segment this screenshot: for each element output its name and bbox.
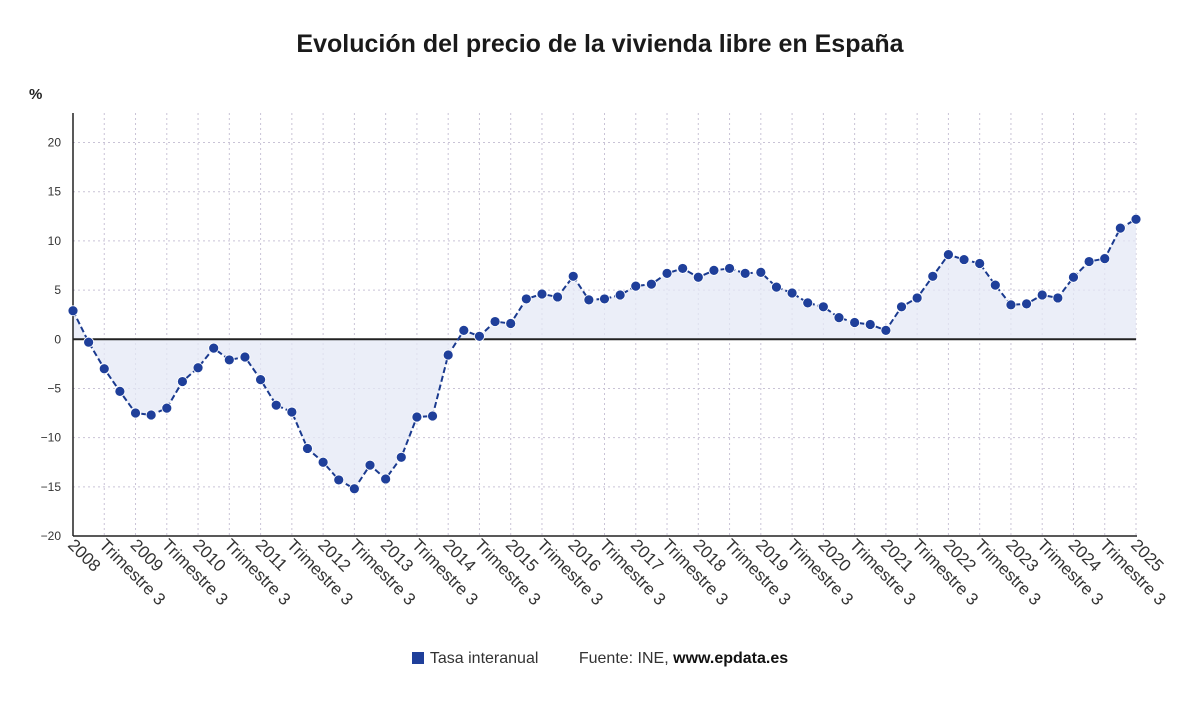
data-point [67,305,79,317]
data-point [552,291,564,303]
data-point [270,399,282,411]
data-point [911,292,923,304]
chart-title: Evolución del precio de la vivienda libr… [296,30,904,58]
data-point [880,325,892,336]
source-prefix: Fuente: INE, [578,650,669,667]
data-point [302,443,313,454]
data-point [1099,253,1111,264]
data-point [536,288,548,300]
data-point [583,294,595,306]
data-point [520,293,532,305]
data-point [317,456,329,468]
data-point [145,409,157,421]
data-point [599,293,610,305]
data-point [489,316,501,327]
data-point [927,270,939,282]
data-point [833,312,845,324]
data-point [1130,213,1142,225]
data-point [708,264,720,276]
data-point [114,385,126,397]
data-point [1083,256,1095,267]
source-link[interactable]: www.epdata.es [673,650,789,667]
data-point [739,267,751,279]
data-point [395,451,407,463]
data-point [286,406,298,418]
data-point [567,270,579,282]
y-tick-label: −15 [41,480,62,494]
data-point [83,336,95,348]
y-tick-labels: 20 15 10 5 0 −5 −10 −15 −20 [41,136,62,543]
data-point [802,297,814,309]
data-point [1021,298,1032,310]
data-point [458,325,470,336]
series-line [72,218,1137,491]
data-point [1068,271,1079,283]
legend-swatch [411,652,424,664]
y-tick-label: −20 [41,529,62,543]
axes [72,113,1137,537]
data-point [474,330,485,342]
data-point [786,287,798,299]
data-point [630,280,642,292]
area-fill [73,219,1136,489]
data-point [1052,292,1064,304]
data-point [130,407,141,419]
area-fill-layer [73,219,1136,489]
y-tick-label: 5 [54,283,61,297]
data-point [223,354,235,366]
y-tick-label: 10 [48,234,62,248]
data-point [755,266,767,278]
data-point [364,459,376,471]
data-point [943,249,954,261]
data-points [67,213,1142,495]
y-tick-label: 20 [48,136,62,150]
data-point [239,351,251,363]
data-point [661,267,673,279]
y-tick-label: −5 [47,381,61,395]
legend-series-label: Tasa interanual [429,650,539,667]
data-point [1114,222,1126,234]
data-point [817,301,829,313]
y-tick-label: 0 [54,332,61,346]
legend: Tasa interanual Fuente: INE, www.epdata.… [0,650,1200,668]
x-tick-label: 2008 [64,535,104,575]
data-point [645,278,657,290]
data-point [333,474,345,486]
y-axis-unit-label: % [29,86,43,103]
data-point [958,254,970,265]
data-point [614,289,626,301]
data-point [177,376,188,387]
data-point [692,271,704,283]
data-point [1005,299,1017,311]
data-point [427,410,438,422]
data-point [208,342,220,354]
data-point [98,363,110,375]
data-point [771,281,782,293]
data-point [849,317,861,328]
data-point [348,483,360,495]
data-point [896,301,907,313]
data-point [989,279,1001,291]
y-tick-label: 15 [48,185,62,199]
data-point [724,263,735,274]
data-point [974,258,986,269]
data-point [677,263,689,274]
data-point [380,473,392,485]
data-point [864,319,876,330]
data-point [505,318,517,329]
data-point [255,374,266,385]
data-point [161,402,173,414]
data-point [442,349,454,361]
series-line-layer [72,218,1137,491]
data-point [1036,289,1048,301]
y-tick-label: −10 [41,431,62,445]
data-point [192,362,204,374]
data-point [411,411,423,423]
